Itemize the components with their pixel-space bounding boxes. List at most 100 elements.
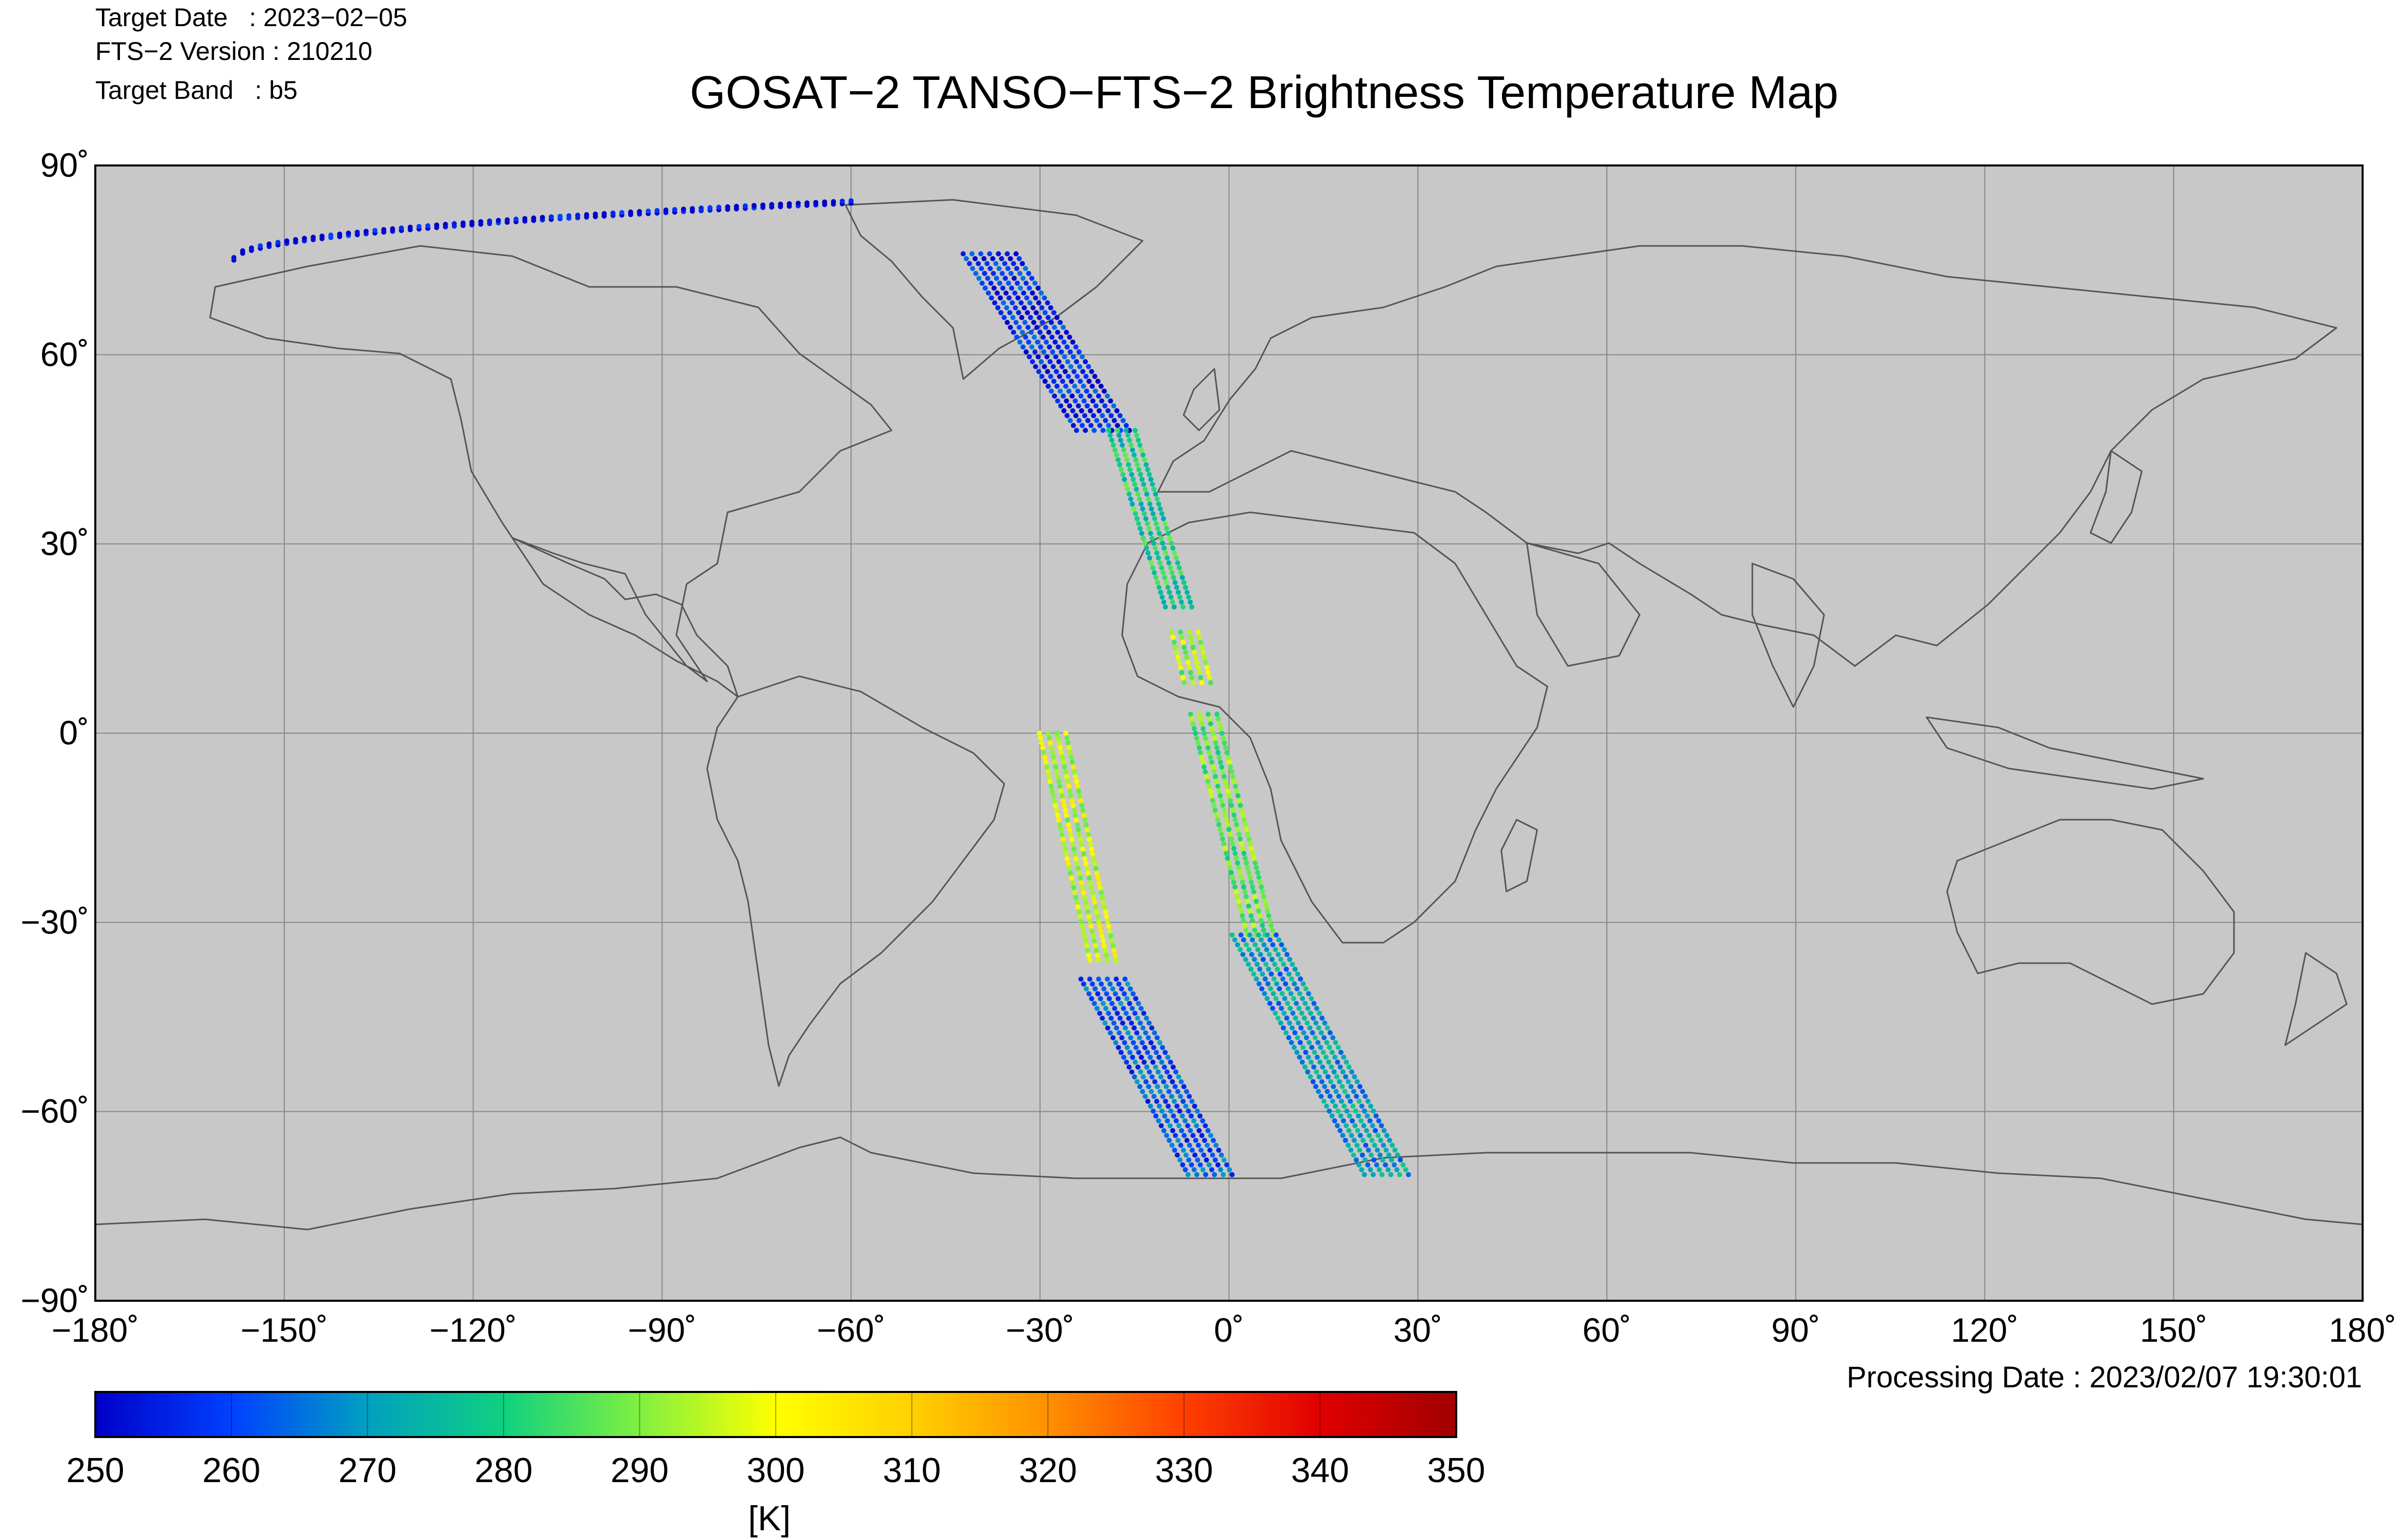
observation-point — [1243, 956, 1248, 962]
observation-point — [993, 261, 999, 266]
observation-point — [1230, 841, 1235, 846]
observation-point — [1069, 875, 1074, 881]
observation-point — [1203, 1172, 1208, 1177]
observation-point — [1095, 914, 1101, 920]
observation-point — [1026, 339, 1031, 345]
observation-point — [1359, 1167, 1364, 1173]
observation-point — [1022, 320, 1028, 325]
observation-point — [1245, 865, 1250, 870]
observation-point — [1224, 1162, 1230, 1168]
observation-point — [1102, 943, 1107, 948]
observation-point — [540, 215, 545, 220]
observation-point — [1170, 599, 1175, 605]
observation-point — [1066, 822, 1071, 828]
observation-point — [1123, 1010, 1129, 1016]
observation-point — [1251, 889, 1256, 894]
observation-point — [1140, 1089, 1145, 1094]
observation-point — [1091, 938, 1097, 944]
observation-point — [1191, 650, 1197, 655]
observation-point — [1222, 774, 1227, 779]
observation-point — [698, 205, 704, 211]
observation-point — [1246, 947, 1252, 952]
observation-point — [1062, 369, 1068, 374]
observation-point — [1145, 1098, 1151, 1104]
observation-point — [1316, 1089, 1321, 1094]
observation-point — [1150, 511, 1156, 516]
observation-point — [1196, 745, 1202, 751]
observation-point — [1135, 491, 1141, 497]
observation-point — [996, 251, 1001, 257]
observation-point — [1183, 1152, 1189, 1158]
observation-point — [1182, 1118, 1188, 1123]
observation-point — [1221, 807, 1227, 813]
observation-point — [1212, 1157, 1218, 1163]
observation-point — [1354, 1079, 1360, 1085]
observation-point — [1086, 379, 1092, 384]
observation-point — [979, 266, 984, 272]
longitude-tick-label: 90˚ — [1771, 1311, 1820, 1349]
observation-point — [1356, 1098, 1362, 1104]
observation-point — [1298, 1025, 1304, 1031]
observation-point — [1107, 432, 1113, 438]
observation-point — [1071, 807, 1077, 813]
observation-point — [1373, 1113, 1379, 1119]
observation-point — [1087, 393, 1092, 399]
observation-point — [1073, 894, 1079, 900]
observation-point — [1265, 981, 1271, 987]
observation-point — [1348, 1148, 1354, 1153]
observation-point — [249, 245, 254, 251]
observation-point — [1075, 403, 1081, 409]
observation-point — [1400, 1162, 1406, 1168]
observation-point — [1143, 487, 1148, 492]
observation-point — [1050, 364, 1056, 369]
observation-point — [1189, 1148, 1195, 1153]
observation-point — [1053, 354, 1059, 360]
colorbar-tick-label: 250 — [66, 1451, 124, 1490]
observation-point — [1354, 1142, 1360, 1148]
observation-point — [1202, 731, 1207, 736]
observation-point — [399, 225, 404, 231]
observation-point — [1020, 276, 1026, 281]
observation-point — [1275, 966, 1280, 972]
observation-point — [1081, 928, 1086, 934]
observation-point — [1052, 803, 1058, 808]
observation-point — [1265, 908, 1270, 914]
observation-point — [1339, 1098, 1344, 1104]
observation-point — [1023, 266, 1028, 272]
observation-point — [1171, 639, 1177, 645]
observation-point — [1187, 665, 1192, 670]
observation-point — [1042, 364, 1047, 369]
observation-point — [469, 219, 474, 225]
observation-point — [1139, 1054, 1144, 1060]
observation-point — [1145, 521, 1150, 526]
observation-point — [1196, 634, 1202, 640]
observation-point — [1105, 408, 1111, 413]
observation-point — [1058, 827, 1064, 833]
observation-point — [1275, 952, 1281, 958]
longitude-tick-label: −30˚ — [1006, 1311, 1074, 1349]
observation-point — [372, 227, 378, 233]
observation-point — [1075, 783, 1081, 789]
observation-point — [1226, 793, 1232, 799]
observation-point — [1244, 826, 1249, 832]
observation-point — [1149, 535, 1155, 541]
observation-point — [1061, 841, 1067, 847]
observation-point — [1130, 447, 1135, 453]
observation-point — [1044, 764, 1050, 769]
observation-point — [1174, 1152, 1180, 1158]
observation-point — [976, 261, 981, 266]
observation-point — [1229, 932, 1235, 938]
observation-point — [1011, 261, 1017, 266]
observation-point — [1112, 1006, 1118, 1011]
observation-point — [1112, 952, 1118, 958]
observation-point — [1327, 1108, 1332, 1114]
observation-point — [1360, 1137, 1366, 1143]
observation-point — [1248, 966, 1254, 972]
observation-point — [1088, 924, 1094, 929]
observation-point — [1064, 398, 1069, 404]
observation-point — [1092, 943, 1098, 948]
observation-point — [1106, 423, 1111, 428]
latitude-tick-label: −90˚ — [20, 1281, 89, 1319]
observation-point — [1074, 779, 1080, 784]
observation-point — [1080, 846, 1086, 852]
